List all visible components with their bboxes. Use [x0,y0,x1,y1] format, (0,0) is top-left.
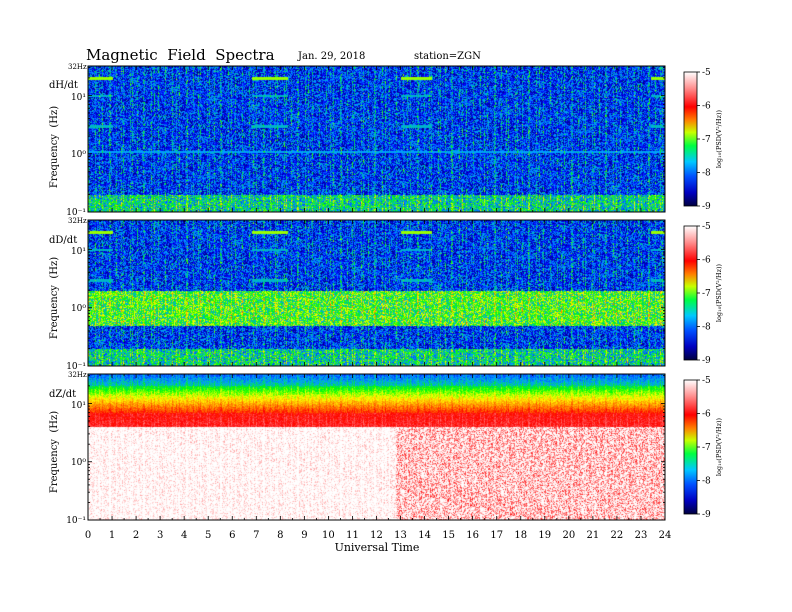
colorbar-tick-label: -7 [702,135,711,145]
colorbar-tick-label: -6 [702,410,711,420]
spectrogram-dd [88,220,665,366]
ytick-label: 10⁻¹ [66,516,86,526]
colorbar-tick-label: -5 [702,222,711,232]
x-tick-label: 12 [370,530,383,541]
colorbar: -5 -6 -7 -8 -9 log₁₀(PSD(V²/Hz)) [683,68,723,212]
ytick-label: 10¹ [71,247,86,257]
x-tick-label: 8 [277,530,283,541]
x-axis-label: Universal Time [335,541,420,554]
x-tick-label: 20 [562,530,575,541]
colorbar-scale [683,379,698,515]
station-label: station=ZGN [414,51,481,62]
date-label: Jan. 29, 2018 [297,51,365,62]
x-axis-tick-labels: 0 1 2 3 4 5 6 7 8 9 10 11 12 13 14 15 16 17 18 19 20 21 22 23 24 [85,530,672,541]
x-tick-label: 1 [109,530,115,541]
colorbar-tick-label: -9 [702,202,711,212]
x-tick-label: 9 [301,530,307,541]
top-freq-label: 32Hz [68,63,87,71]
x-tick-label: 13 [394,530,407,541]
colorbar: -5 -6 -7 -8 -9 log₁₀(PSD(V²/Hz)) [683,222,723,366]
colorbar-tick-label: -7 [702,443,711,453]
x-tick-label: 21 [587,530,600,541]
colorbar-tick-label: -5 [702,68,711,78]
x-tick-label: 15 [442,530,455,541]
x-tick-label: 6 [229,530,235,541]
ytick-label: 10⁰ [71,150,86,160]
component-label: dZ/dt [49,389,76,400]
colorbar-label: log₁₀(PSD(V²/Hz)) [715,263,723,322]
spectrogram-dh [88,66,665,212]
component-label: dH/dt [49,80,78,91]
colorbar-label: log₁₀(PSD(V²/Hz)) [715,417,723,476]
colorbar-scale [683,225,698,361]
x-tick-label: 18 [514,530,527,541]
x-tick-label: 17 [490,530,503,541]
spectrogram-dz [88,374,665,520]
component-label: dD/dt [49,235,77,246]
x-tick-label: 24 [659,530,672,541]
colorbar-tick-label: -8 [702,323,711,333]
panel-dd: 32Hz dD/dt 10¹ 10⁰ 10⁻¹ Frequency (Hz) [49,217,666,372]
x-tick-label: 0 [85,530,91,541]
colorbar-tick-label: -5 [702,376,711,386]
ytick-label: 10¹ [71,401,86,411]
top-freq-label: 32Hz [68,371,87,379]
x-tick-label: 23 [635,530,648,541]
figure-title: Magnetic Field Spectra [86,46,275,64]
x-tick-label: 11 [346,530,359,541]
colorbar-tick-label: -8 [702,477,711,487]
colorbar-label: log₁₀(PSD(V²/Hz)) [715,109,723,168]
x-tick-label: 22 [611,530,624,541]
colorbar-tick-label: -9 [702,356,711,366]
x-tick-label: 2 [133,530,139,541]
x-tick-label: 19 [538,530,551,541]
ytick-label: 10⁰ [71,304,86,314]
colorbar-scale [683,71,698,207]
colorbar: -5 -6 -7 -8 -9 log₁₀(PSD(V²/Hz)) [683,376,723,520]
y-axis-label: Frequency (Hz) [49,106,60,188]
colorbar-tick-label: -6 [702,256,711,266]
x-tick-label: 4 [181,530,187,541]
colorbar-tick-label: -8 [702,169,711,179]
colorbar-tick-label: -9 [702,510,711,520]
ytick-label: 10¹ [71,93,86,103]
x-tick-label: 14 [418,530,431,541]
x-tick-label: 5 [205,530,211,541]
x-tick-label: 3 [157,530,163,541]
panel-dz: 32Hz dZ/dt 10¹ 10⁰ 10⁻¹ Frequency (Hz) [49,371,666,526]
y-axis-label: Frequency (Hz) [49,257,60,339]
x-tick-label: 16 [466,530,479,541]
x-tick-label: 7 [253,530,259,541]
ytick-label: 10⁰ [71,458,86,468]
x-tick-label: 10 [322,530,335,541]
ytick-label: 10⁻¹ [66,362,86,372]
y-axis-label: Frequency (Hz) [49,411,60,493]
top-freq-label: 32Hz [68,217,87,225]
panel-dh: 32Hz dH/dt 10¹ 10⁰ 10⁻¹ Frequency (Hz) [49,63,666,218]
colorbar-tick-label: -7 [702,289,711,299]
ytick-label: 10⁻¹ [66,208,86,218]
colorbar-tick-label: -6 [702,102,711,112]
